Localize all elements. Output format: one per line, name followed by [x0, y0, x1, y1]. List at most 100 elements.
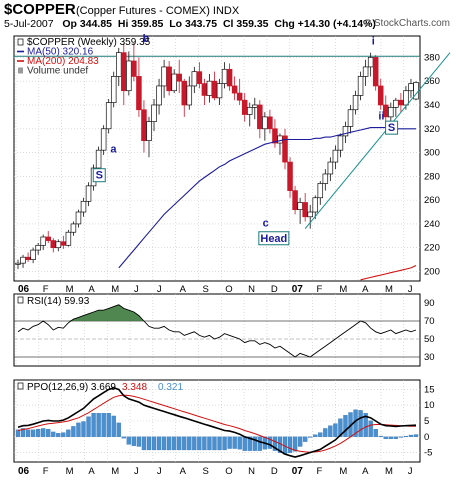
- ppo-histogram-bar: [252, 436, 257, 451]
- candle-body: [262, 116, 268, 130]
- ppo-histogram-bar: [318, 432, 323, 437]
- ppo-histogram-bar: [373, 428, 378, 437]
- annotation-label: ii: [378, 110, 384, 122]
- ppo-histogram-bar: [136, 436, 142, 447]
- candle-body: [317, 183, 324, 199]
- candle-body: [191, 71, 198, 87]
- ppo-histogram-bar: [408, 434, 414, 437]
- high-value: Hi 359.85: [117, 18, 164, 30]
- x-tick-label: 07: [292, 466, 304, 477]
- ppo-histogram-bar: [116, 422, 121, 437]
- rsi-line: [17, 304, 417, 358]
- x-tick-label: F: [43, 284, 49, 295]
- ppo-histogram-bar: [303, 436, 308, 442]
- y-tick-label: 320: [424, 124, 440, 135]
- x-tick-label: M: [339, 466, 347, 477]
- rsi-legend-bg: [15, 295, 95, 306]
- ppo-histogram-bar: [156, 436, 162, 451]
- candle-body: [55, 241, 62, 249]
- x-tick-label: M: [66, 284, 74, 295]
- rsi-y-tick: 50: [424, 334, 435, 345]
- candle-body: [226, 68, 233, 87]
- legend-swatch: [17, 296, 24, 304]
- ppo-histogram-bar: [192, 436, 197, 451]
- x-tick-label: J: [134, 466, 139, 477]
- ppo-histogram-bar: [41, 428, 46, 437]
- date-label: 5-Jul-2007: [4, 18, 54, 30]
- x-tick-label: 06: [18, 466, 30, 477]
- ppo-histogram-bar: [86, 416, 91, 437]
- ppo-signal-legend: 3.348: [122, 382, 147, 393]
- ppo-histogram-bar: [232, 436, 237, 449]
- ppo-histogram-bar: [267, 436, 273, 449]
- x-tick-label: J: [408, 284, 413, 295]
- ppo-histogram-bar: [30, 429, 36, 437]
- x-tick-label: F: [43, 466, 49, 477]
- x-tick-label: 06: [18, 284, 30, 295]
- y-tick-label: 380: [424, 52, 440, 63]
- y-tick-label: 220: [424, 243, 440, 254]
- candle-body: [85, 185, 92, 202]
- x-tick-label: D: [271, 284, 278, 295]
- ppo-histogram-bar: [383, 436, 388, 440]
- candle-body: [45, 236, 51, 241]
- candle-body: [70, 223, 77, 233]
- ppo-histogram-bar: [51, 431, 56, 437]
- ppo-histogram-bar: [242, 436, 247, 451]
- annotation-box: [258, 231, 290, 246]
- panel-frame-price: [13, 35, 421, 282]
- candle-body: [267, 116, 273, 130]
- candle-body: [357, 76, 364, 96]
- ppo-histogram-bar: [217, 436, 222, 451]
- candle-body: [252, 104, 258, 108]
- ppo-signal-line: [17, 394, 416, 453]
- rsi-overbought-fill: [18, 304, 416, 321]
- ppo-histogram-bar: [25, 429, 31, 437]
- annotation-label: b: [143, 33, 150, 45]
- ppo-histogram-bar: [398, 436, 404, 438]
- candle-body: [201, 83, 208, 96]
- candle-body: [332, 149, 339, 163]
- candle-body: [196, 71, 203, 84]
- candle-body: [100, 128, 107, 151]
- ppo-histogram-bar: [378, 435, 383, 437]
- annotation-label: S: [388, 122, 395, 134]
- annotation-label: c: [263, 217, 269, 229]
- candle-body: [398, 99, 404, 106]
- candle-body: [236, 92, 243, 101]
- candle-body: [40, 236, 46, 246]
- candle-body: [35, 244, 41, 251]
- ppo-histogram-bar: [227, 436, 232, 449]
- stockcharts-credit: © StockCharts.com: [363, 18, 450, 29]
- candle-body: [121, 52, 127, 92]
- ppo-histogram-bar: [338, 418, 343, 437]
- ppo-histogram-bar: [197, 436, 202, 451]
- legend-entry: MA(50) 320.16: [27, 47, 94, 58]
- x-tick-label: J: [134, 284, 139, 295]
- candle-body: [176, 73, 182, 82]
- ppo-histogram-bar: [172, 436, 177, 451]
- candle-body: [65, 231, 72, 246]
- ppo-histogram-bar: [292, 436, 298, 452]
- ppo-histogram-bar: [56, 433, 61, 437]
- candle-body: [342, 126, 349, 137]
- ppo-histogram-bar: [333, 423, 338, 437]
- ppo-histogram-bar: [323, 428, 328, 437]
- ppo-histogram-bar: [91, 413, 96, 437]
- ppo-histogram-bar: [161, 436, 167, 451]
- candle-body: [322, 173, 329, 184]
- candle-body: [186, 85, 193, 106]
- annotation-label: i: [372, 35, 375, 47]
- candle-body: [25, 256, 31, 260]
- annotation-box: [92, 168, 106, 183]
- ppo-histogram-bar: [177, 436, 182, 451]
- y-tick-label: 360: [424, 76, 440, 87]
- annotation-box: [385, 120, 399, 135]
- candle-body: [388, 107, 394, 118]
- candle-body: [15, 262, 21, 265]
- ppo-histogram-bar: [388, 436, 393, 440]
- y-tick-label: 280: [424, 171, 440, 182]
- x-tick-label: N: [248, 466, 255, 477]
- ppo-histogram-bar: [106, 413, 111, 437]
